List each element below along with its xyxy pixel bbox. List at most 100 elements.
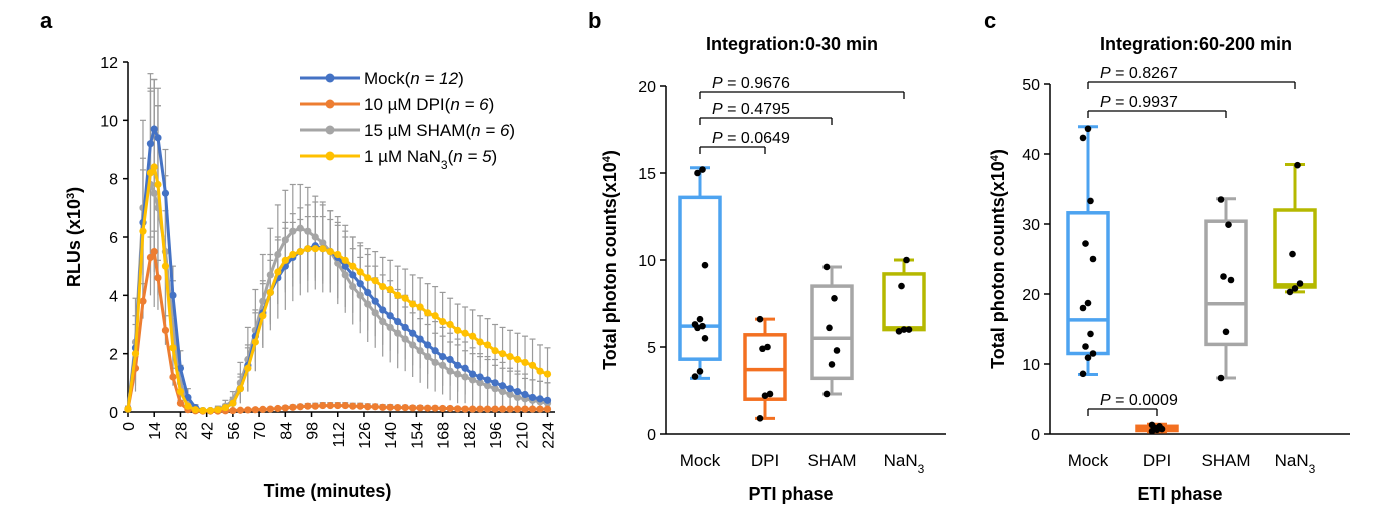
series-point: [229, 406, 237, 415]
data-point: [691, 373, 699, 380]
series-point: [311, 233, 319, 241]
y-tick-label: 20: [1022, 287, 1040, 304]
series-point: [289, 250, 297, 259]
comparison-bracket: [699, 146, 766, 154]
series-point: [281, 256, 289, 264]
chart-title: Integration:60-200 min: [1100, 34, 1292, 54]
box-sham: [1204, 196, 1248, 382]
data-point: [905, 326, 913, 333]
series-point: [371, 297, 379, 305]
series-point: [394, 404, 402, 412]
y-axis-title: Total photon counts(x104): [600, 150, 620, 370]
data-point: [694, 169, 701, 177]
series-point: [446, 367, 454, 375]
data-point: [823, 263, 831, 271]
x-axis-title: ETI phase: [1137, 484, 1222, 504]
series-point: [468, 370, 477, 378]
x-tick-label: 168: [436, 422, 453, 449]
series-point: [161, 189, 170, 197]
series-point: [199, 406, 207, 415]
panel-letter-c: c: [984, 8, 996, 33]
p-value-label: P = 0.9676: [712, 75, 790, 92]
series-point: [191, 406, 200, 414]
y-tick-label: 2: [109, 347, 118, 364]
series-point: [543, 370, 552, 378]
series-point: [513, 393, 522, 402]
box-iqr: [678, 195, 722, 361]
x-axis-title: PTI phase: [748, 484, 833, 504]
category-label: SHAM: [1201, 451, 1250, 470]
series-point: [169, 373, 177, 381]
y-tick-label: 10: [100, 113, 118, 130]
data-point: [1225, 221, 1232, 228]
x-tick-label: 112: [331, 422, 348, 448]
series-point: [521, 390, 529, 399]
series-point: [498, 350, 507, 358]
series-point: [468, 405, 477, 413]
data-point: [1084, 354, 1092, 362]
series-point: [468, 332, 477, 340]
series-point: [161, 262, 170, 270]
y-tick-label: 20: [638, 79, 656, 96]
x-tick-label: 210: [514, 422, 531, 449]
series-point: [386, 285, 394, 294]
series-point: [454, 326, 462, 334]
series-point: [379, 306, 387, 314]
series-point: [483, 376, 492, 384]
series-point: [124, 405, 132, 413]
series-point: [326, 247, 334, 256]
y-tick-label: 0: [109, 405, 118, 422]
category-label: DPI: [751, 451, 779, 470]
series-point: [150, 125, 158, 133]
series-line-2: [126, 180, 548, 412]
data-point: [1079, 304, 1087, 312]
box-mock: [1066, 125, 1110, 378]
series-point: [371, 277, 379, 285]
series-point: [341, 262, 349, 270]
series-point: [334, 250, 342, 259]
series-point: [304, 402, 312, 410]
series-point: [401, 323, 409, 332]
series-point: [349, 262, 357, 270]
series-point: [416, 335, 424, 343]
series-point: [289, 403, 297, 411]
series-point: [146, 169, 155, 177]
x-tick-label: 140: [383, 422, 400, 449]
series-point: [431, 404, 439, 412]
x-tick-label: 14: [147, 422, 164, 440]
box-dpi: [1135, 421, 1179, 435]
data-point: [1087, 330, 1094, 338]
data-point: [831, 294, 838, 302]
series-point: [394, 317, 402, 326]
series-point: [528, 361, 537, 369]
data-point: [1156, 423, 1163, 430]
comparison-bracket: [1087, 81, 1296, 89]
data-point: [898, 282, 905, 290]
series-point: [326, 401, 334, 410]
series-point: [424, 352, 432, 361]
series-point: [491, 385, 499, 393]
series-point: [439, 317, 447, 326]
series-point: [424, 309, 432, 317]
data-point: [826, 324, 833, 332]
series-point: [349, 271, 357, 279]
category-label: Mock: [1068, 451, 1109, 470]
data-point: [756, 415, 764, 422]
series-point: [454, 405, 462, 413]
series-point: [483, 382, 492, 390]
series-point: [394, 291, 402, 299]
panel-a-line-chart: 0 2 4 6 8 10 12 0 14 28 42 56 70 84 98 112 126 140 154 168 1…: [64, 55, 558, 501]
series-point: [311, 402, 319, 410]
box-iqr: [1066, 211, 1110, 356]
series-point: [536, 395, 544, 403]
series-point: [506, 385, 514, 393]
series-point: [304, 245, 312, 253]
data-point: [766, 390, 774, 398]
x-tick-label: 196: [488, 422, 505, 449]
y-tick-label: 12: [100, 55, 118, 72]
x-tick-label: 182: [462, 422, 479, 449]
series-point: [341, 271, 349, 279]
series-point: [356, 291, 364, 299]
series-point: [259, 405, 267, 413]
series-point: [311, 245, 319, 253]
